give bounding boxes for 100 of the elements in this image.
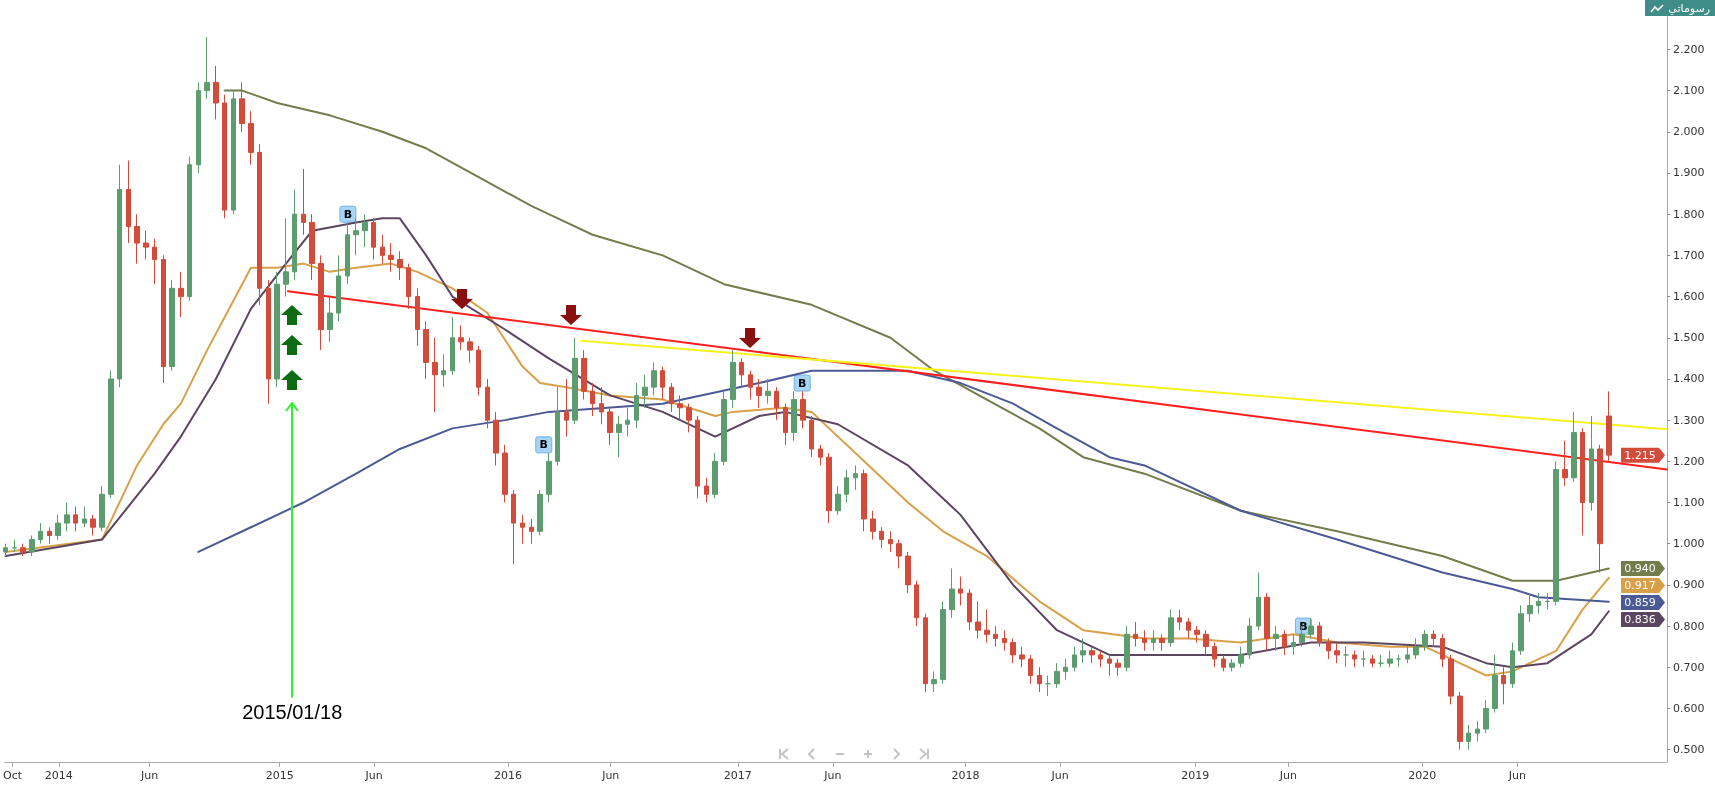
candlestick <box>476 345 481 396</box>
candlestick <box>134 213 140 265</box>
candlestick <box>1159 633 1165 652</box>
candlestick <box>1483 699 1489 734</box>
candlestick <box>1115 658 1121 676</box>
candlestick <box>187 156 192 302</box>
candlestick <box>1212 642 1217 668</box>
candlestick <box>634 382 639 429</box>
y-tick-label: 1.600 <box>1673 290 1705 304</box>
candlestick <box>1510 642 1515 689</box>
candlestick <box>1396 654 1401 668</box>
candlestick <box>783 403 788 446</box>
candlestick <box>1571 411 1577 483</box>
candlestick <box>450 316 455 376</box>
candlestick <box>1019 646 1025 668</box>
candlestick <box>529 518 534 545</box>
candlestick <box>82 506 87 528</box>
candlestick <box>458 324 464 351</box>
y-tick-label: 1.300 <box>1673 413 1705 427</box>
candlestick <box>967 588 972 631</box>
candlestick <box>677 394 683 421</box>
candlestick <box>117 164 122 388</box>
candlestick <box>931 670 937 693</box>
candlestick <box>1343 646 1349 668</box>
x-tick-label: 2020 <box>1408 769 1437 782</box>
y-tick-label: 1.400 <box>1673 372 1705 386</box>
candlestick <box>1063 658 1068 681</box>
y-tick-label: 1.900 <box>1673 166 1705 180</box>
candlestick <box>1431 629 1436 648</box>
candlestick <box>616 415 622 458</box>
candlestick <box>1326 637 1331 660</box>
line-series <box>223 89 1610 582</box>
candlestick <box>55 514 61 541</box>
candlestick <box>1352 650 1357 668</box>
candlestick <box>415 287 420 347</box>
y-tick-label: 0.500 <box>1673 743 1705 757</box>
y-tick-label: 1.200 <box>1673 454 1705 468</box>
candlestick <box>1186 617 1191 639</box>
candlestick <box>1168 609 1174 648</box>
x-tick-label: Oct <box>2 769 23 782</box>
candlestick <box>607 407 613 446</box>
candlestick <box>1387 650 1393 668</box>
candlestick <box>336 254 341 322</box>
candlestick <box>441 353 446 388</box>
line-series <box>197 369 1610 603</box>
candlestick <box>485 378 490 429</box>
candlestick <box>511 489 516 565</box>
candlestick <box>739 357 744 388</box>
y-tick-label: 2.100 <box>1673 84 1705 98</box>
candlestick <box>1089 646 1095 664</box>
candlestick <box>949 567 955 619</box>
candlestick <box>853 464 858 491</box>
text: 1.215 <box>1624 448 1656 462</box>
candlestick <box>1282 629 1287 656</box>
candlestick <box>1492 654 1498 714</box>
y-tick-label: 1.800 <box>1673 207 1705 221</box>
candlestick <box>791 390 797 442</box>
candlestick <box>1238 646 1244 668</box>
candlestick <box>835 485 841 516</box>
candlestick <box>1098 650 1103 668</box>
candlestick <box>686 403 692 433</box>
candlestick <box>730 349 736 409</box>
data-label: 0.859 <box>1624 595 1656 609</box>
candlestick <box>581 349 587 401</box>
candlestick <box>1028 654 1033 685</box>
candlestick <box>64 502 70 532</box>
candlestick <box>169 279 175 372</box>
candlestick <box>274 271 280 388</box>
y-tick-label: 1.700 <box>1673 248 1705 262</box>
candlestick <box>572 337 578 425</box>
candlestick <box>774 386 779 421</box>
candlestick <box>1405 646 1410 664</box>
candlestick <box>1580 427 1585 536</box>
candlestick <box>1133 621 1138 648</box>
candlestick <box>90 514 96 536</box>
candlestick <box>231 90 236 215</box>
candlestick <box>161 254 166 384</box>
candlestick <box>345 221 350 285</box>
candlestick <box>555 386 560 466</box>
candlestick <box>1536 592 1541 615</box>
candlestick <box>765 378 771 405</box>
candlestick <box>467 337 473 363</box>
candlestick <box>625 407 630 438</box>
candlestick <box>493 411 499 466</box>
candlestick <box>888 530 893 553</box>
candlestick <box>1072 646 1077 672</box>
candlestick <box>1378 654 1384 668</box>
candlestick <box>423 320 429 380</box>
candlestick <box>914 580 919 627</box>
candlestick <box>818 444 823 466</box>
candlestick <box>1107 654 1112 676</box>
candlestick <box>546 452 552 504</box>
x-tick-label: 2018 <box>951 769 980 782</box>
candlestick <box>397 250 403 281</box>
candlestick <box>695 415 700 499</box>
candlestick <box>844 469 849 504</box>
candlestick <box>1054 662 1060 689</box>
candlestick <box>1142 629 1147 652</box>
candlestick <box>204 36 210 100</box>
candlestick <box>108 370 114 499</box>
